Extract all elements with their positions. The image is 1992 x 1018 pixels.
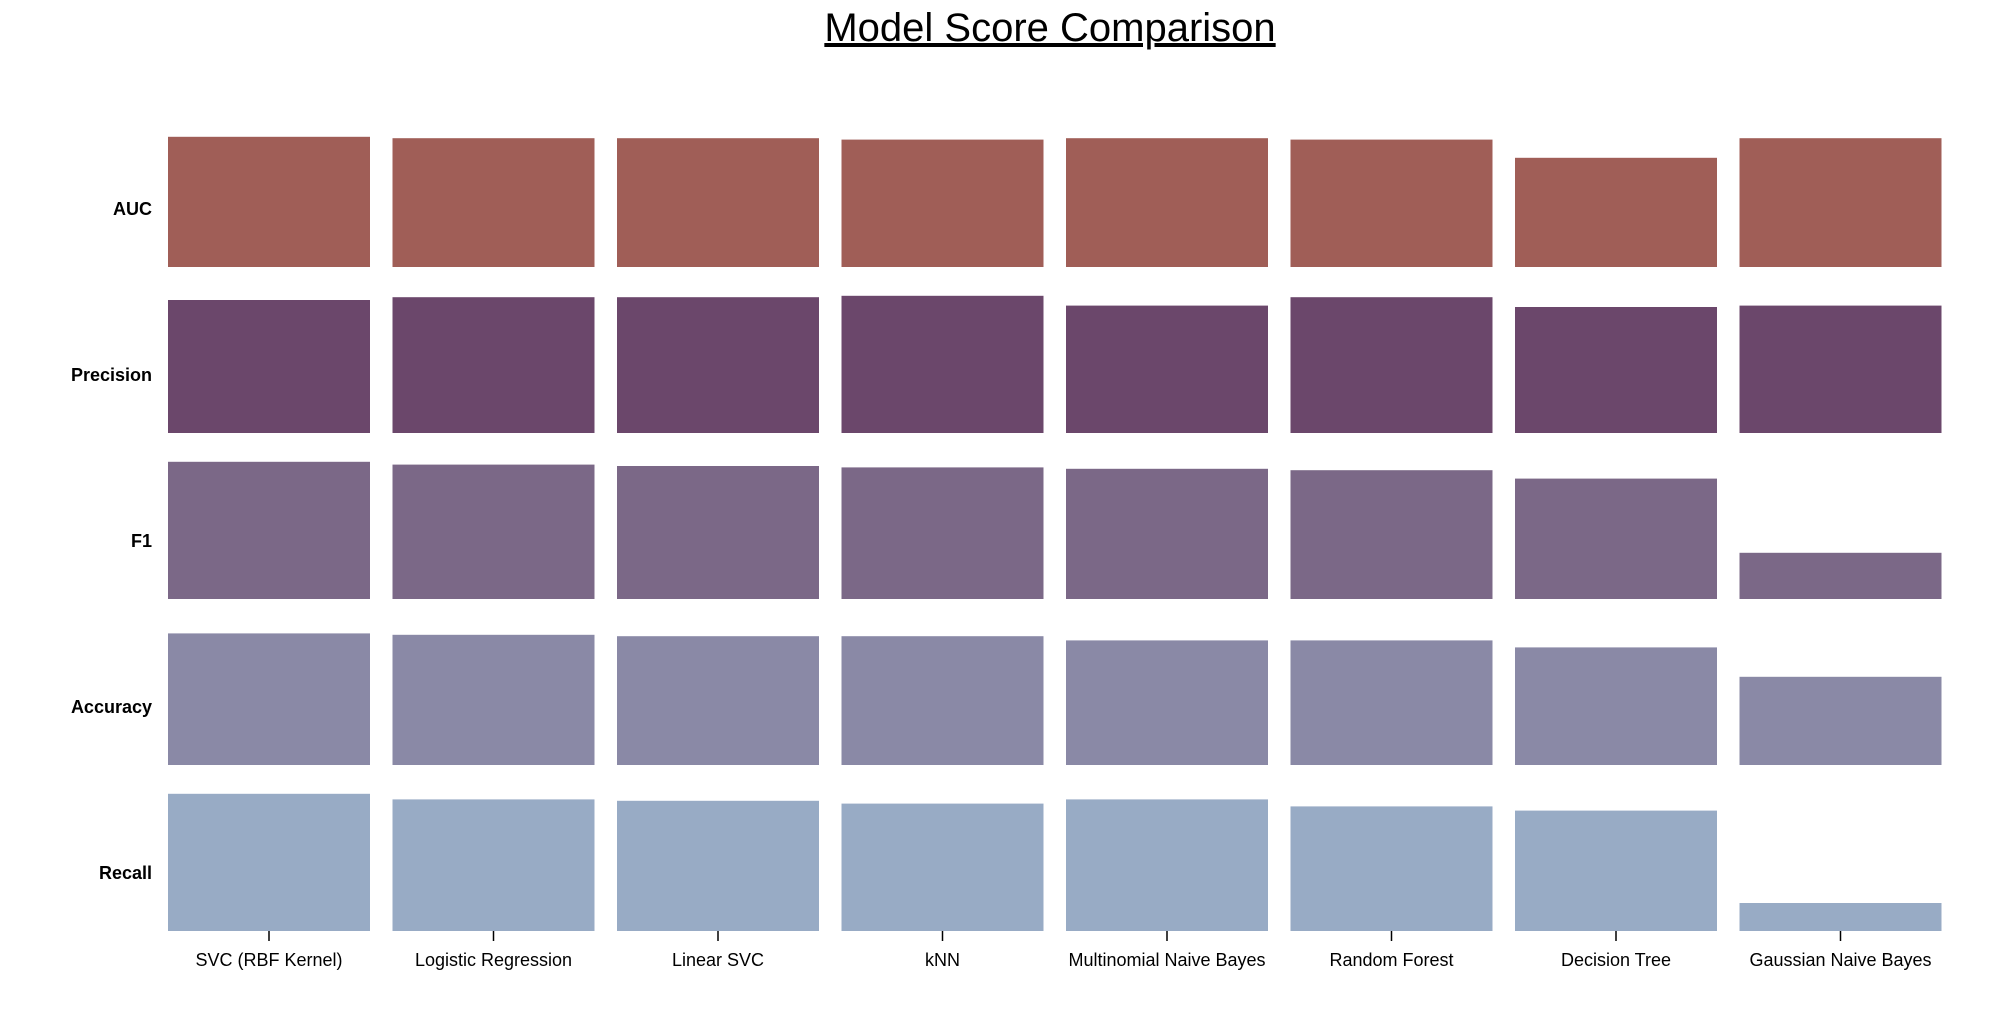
x-tick-label-linear-svc: Linear SVC [672,950,764,970]
bar-auc-decision-tree [1515,157,1717,267]
bar-recall-multinomial-naive-bayes [1066,799,1268,931]
metric-row-precision: Precision [71,295,1942,433]
bar-recall-decision-tree [1515,810,1717,931]
row-label-auc: AUC [113,199,152,219]
bar-auc-multinomial-naive-bayes [1066,138,1268,267]
bar-precision-multinomial-naive-bayes [1066,305,1268,433]
x-tick-label-svc-rbf-kernel: SVC (RBF Kernel) [195,950,342,970]
metric-rows: AUC Precision F1 Accuracy Recall [71,136,1942,931]
x-tick-label-decision-tree: Decision Tree [1561,950,1671,970]
bar-precision-gaussian-naive-bayes [1739,305,1942,433]
bar-accuracy-knn [841,636,1044,765]
bar-recall-svc-rbf-kernel [168,793,370,931]
bar-accuracy-svc-rbf-kernel [168,633,370,765]
x-tick-label-random-forest: Random Forest [1329,950,1453,970]
bar-f1-random-forest [1290,470,1493,599]
x-tick-label-knn: kNN [925,950,960,970]
bar-precision-knn [841,295,1044,433]
bar-f1-knn [841,467,1044,599]
row-label-accuracy: Accuracy [71,697,152,717]
bar-recall-random-forest [1290,806,1493,931]
row-label-precision: Precision [71,365,152,385]
bar-auc-logistic-regression [392,138,595,267]
bar-f1-svc-rbf-kernel [168,461,370,599]
x-axis: SVC (RBF Kernel) Logistic Regression Linea… [195,931,1932,970]
bar-recall-linear-svc [617,800,819,931]
bar-precision-decision-tree [1515,307,1717,433]
bar-precision-linear-svc [617,297,819,433]
bar-f1-multinomial-naive-bayes [1066,468,1268,599]
row-label-recall: Recall [99,863,152,883]
bar-recall-logistic-regression [392,799,595,931]
metric-row-f1: F1 [131,461,1942,599]
bar-auc-gaussian-naive-bayes [1739,138,1942,267]
bar-accuracy-logistic-regression [392,634,595,765]
bar-precision-svc-rbf-kernel [168,300,370,433]
bar-auc-linear-svc [617,138,819,267]
bar-accuracy-multinomial-naive-bayes [1066,640,1268,765]
bar-f1-decision-tree [1515,478,1717,599]
metric-row-accuracy: Accuracy [71,633,1942,765]
x-tick-label-logistic-regression: Logistic Regression [415,950,572,970]
bar-auc-random-forest [1290,139,1493,267]
x-tick-label-multinomial-naive-bayes: Multinomial Naive Bayes [1068,950,1265,970]
bar-auc-knn [841,139,1044,267]
bar-f1-gaussian-naive-bayes [1739,552,1942,599]
bar-accuracy-decision-tree [1515,647,1717,765]
bar-precision-random-forest [1290,297,1493,433]
bar-f1-linear-svc [617,466,819,599]
x-tick-label-gaussian-naive-bayes: Gaussian Naive Bayes [1749,950,1931,970]
bar-f1-logistic-regression [392,464,595,599]
row-label-f1: F1 [131,531,152,551]
bar-precision-logistic-regression [392,297,595,433]
bar-accuracy-random-forest [1290,640,1493,765]
metric-row-recall: Recall [99,793,1942,931]
metric-row-auc: AUC [113,136,1942,267]
bar-recall-knn [841,803,1044,931]
bar-auc-svc-rbf-kernel [168,136,370,267]
bar-accuracy-linear-svc [617,636,819,765]
bar-recall-gaussian-naive-bayes [1739,903,1942,931]
chart-title: Model Score Comparison [824,6,1276,50]
bar-accuracy-gaussian-naive-bayes [1739,676,1942,765]
